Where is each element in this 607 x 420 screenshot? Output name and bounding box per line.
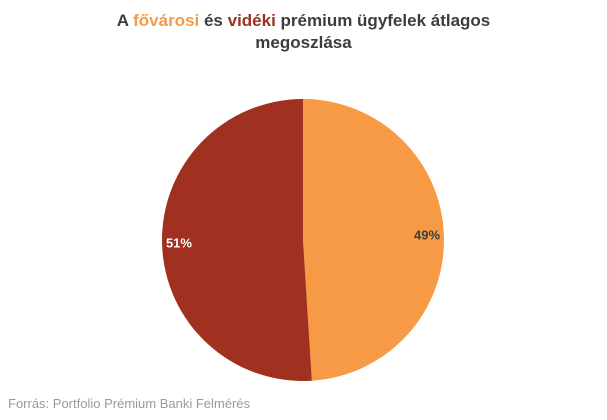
title-capital-word: fővárosi	[133, 11, 200, 30]
source-note: Forrás: Portfolio Prémium Banki Felmérés	[8, 396, 251, 411]
pie-slices	[161, 99, 444, 382]
slice-rural	[161, 99, 312, 382]
title-middle: és	[199, 11, 228, 30]
title-rural-word: vidéki	[227, 11, 276, 30]
title-line-2: megoszlása	[255, 33, 352, 52]
chart-title: A fővárosi és vidéki prémium ügyfelek át…	[0, 10, 607, 54]
title-prefix: A	[116, 11, 134, 30]
slice-capital	[303, 99, 444, 381]
slice-label-rural: 51%	[166, 235, 192, 250]
pie-labels: 49% 51%	[166, 228, 440, 251]
slice-label-capital: 49%	[414, 228, 440, 243]
title-suffix: prémium ügyfelek átlagos	[275, 11, 491, 30]
